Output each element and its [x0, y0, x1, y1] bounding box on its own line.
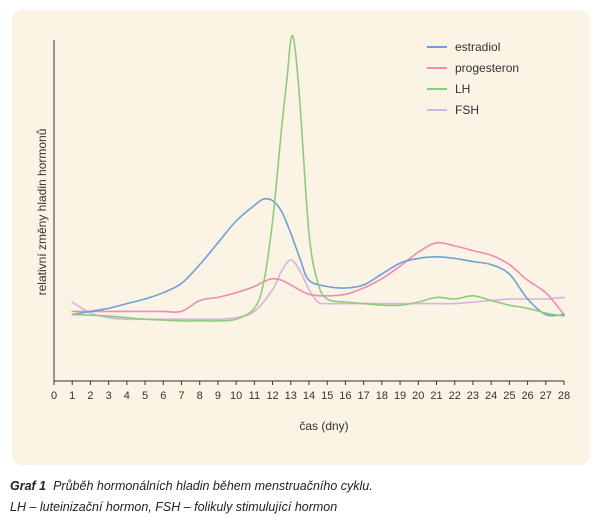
chart-panel [12, 10, 590, 465]
x-axis-title: čas (dny) [299, 419, 348, 433]
x-tick-label-18: 18 [376, 390, 388, 402]
x-tick-label-26: 26 [521, 390, 533, 402]
figure-caption: Graf 1 Průběh hormonálních hladin během … [10, 476, 590, 518]
x-tick-label-10: 10 [230, 390, 242, 402]
x-tick-label-3: 3 [106, 390, 112, 402]
x-tick-label-12: 12 [266, 390, 278, 402]
legend-label-fsh: FSH [455, 103, 479, 117]
x-tick-label-13: 13 [285, 390, 297, 402]
x-tick-label-5: 5 [142, 390, 148, 402]
legend-label-estradiol: estradiol [455, 40, 500, 54]
hormone-chart: 0 1 2 3 4 5 6 7 8 9 10 11 12 13 14 15 16 17 18 19 20 21 22 23 24… [35, 34, 570, 433]
y-axis-title: relativní změny hladin hormonů [35, 129, 49, 296]
x-tick-label-4: 4 [124, 390, 130, 402]
x-tick-label-17: 17 [358, 390, 370, 402]
x-tick-label-2: 2 [87, 390, 93, 402]
x-tick-label-8: 8 [197, 390, 203, 402]
x-tick-label-28: 28 [558, 390, 570, 402]
x-tick-labels: 0 1 2 3 4 5 6 7 8 9 10 11 12 13 14 15 16 17 18 19 20 21 22 23 24… [51, 390, 570, 402]
legend: estradiol progesteron LH FSH [427, 40, 519, 117]
x-tick-label-1: 1 [69, 390, 75, 402]
caption-line-1: Graf 1 Průběh hormonálních hladin během … [10, 476, 590, 497]
caption-title: Průběh hormonálních hladin během menstru… [53, 479, 373, 493]
x-tick-label-9: 9 [215, 390, 221, 402]
x-tick-label-14: 14 [303, 390, 315, 402]
legend-label-lh: LH [455, 82, 470, 96]
series-lines [71, 34, 565, 322]
x-tick-label-27: 27 [540, 390, 552, 402]
x-tick-label-22: 22 [449, 390, 461, 402]
x-tick-label-25: 25 [503, 390, 515, 402]
caption-label: Graf 1 [10, 479, 47, 493]
x-tick-label-0: 0 [51, 390, 57, 402]
x-tick-marks [53, 381, 565, 385]
x-tick-label-21: 21 [430, 390, 442, 402]
series-line-lh [71, 34, 565, 322]
chart-axes [53, 40, 564, 382]
x-tick-label-19: 19 [394, 390, 406, 402]
x-tick-label-15: 15 [321, 390, 333, 402]
x-tick-label-23: 23 [467, 390, 479, 402]
x-tick-label-6: 6 [160, 390, 166, 402]
x-tick-label-16: 16 [339, 390, 351, 402]
legend-label-progesteron: progesteron [455, 61, 519, 75]
series-line-fsh [71, 259, 565, 321]
x-tick-label-20: 20 [412, 390, 424, 402]
series-line-estradiol [71, 197, 565, 317]
x-tick-label-7: 7 [178, 390, 184, 402]
x-tick-label-24: 24 [485, 390, 497, 402]
caption-line-2: LH – luteinizační hormon, FSH – folikuly… [10, 500, 338, 514]
x-tick-label-11: 11 [249, 390, 260, 402]
series-line-progesteron [71, 241, 565, 316]
